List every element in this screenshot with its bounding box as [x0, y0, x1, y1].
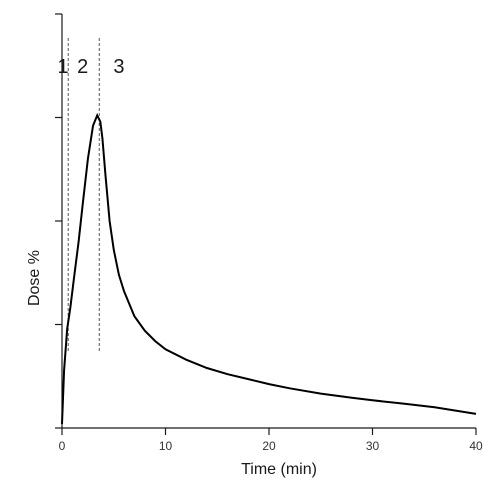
- phase-label: 1: [57, 56, 68, 78]
- x-axis-title: Time (min): [241, 461, 317, 478]
- dose-curve-line: [61, 112, 477, 424]
- x-tick-labels: 0 10 20 30 40: [59, 439, 483, 453]
- x-tick-label: 20: [262, 439, 276, 453]
- x-tick-label: 10: [159, 439, 173, 453]
- phase-label: 3: [113, 56, 124, 78]
- x-tick-label: 40: [469, 439, 483, 453]
- phase-label: 2: [77, 56, 88, 78]
- y-axis-title: Dose %: [26, 250, 43, 306]
- x-tick-label: 30: [366, 439, 380, 453]
- x-ticks: [61, 428, 477, 435]
- phase-lines: [67, 38, 100, 352]
- x-tick-label: 0: [59, 439, 66, 453]
- y-ticks: [55, 13, 62, 429]
